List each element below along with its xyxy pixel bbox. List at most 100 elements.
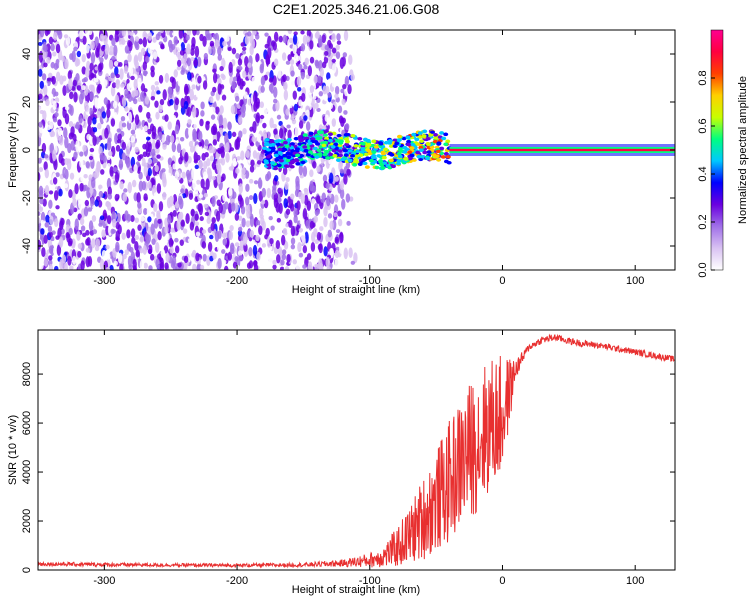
spectrogram-cell [303,76,308,87]
spectrogram-cell [237,250,243,257]
spectrogram-cell [289,160,295,165]
spectrogram-cell [309,56,315,64]
spectrogram-cell [288,97,294,109]
spectrogram-cell [410,142,416,147]
spectrogram-cell [443,159,449,164]
spectrogram-cell [64,136,69,149]
spectrogram-cell [294,126,299,139]
spectrogram-cell [383,147,389,152]
spectrogram-cell [77,193,83,205]
spectrogram-cell [127,93,133,102]
spectrogram-cell [294,147,300,151]
spectrogram-cell [145,136,151,141]
spectrogram-cell [330,145,336,149]
spectrogram-cell [48,263,54,270]
spectrogram-cell [58,236,64,248]
spectrogram-cell [433,133,439,137]
spectrogram-cell [79,217,85,226]
spectrogram-cell [228,166,234,171]
spectrogram-cell [290,70,295,77]
spectrogram-cell [145,73,151,86]
spectrogram-cell [170,260,176,269]
spectrogram-cell [260,170,266,181]
spectrogram-cell [282,34,288,44]
spectrogram-cell [326,92,332,98]
spectrogram-cell [157,218,162,224]
spectrogram-cell [257,177,263,189]
spectrogram-cell [199,216,204,222]
spectrogram-cell [273,197,279,209]
spectrogram-cell [285,158,291,163]
spectrogram-cell [159,257,164,269]
spectrogram-cell [87,207,93,212]
spectrogram-cell [321,104,327,113]
spectrogram-cell [114,193,119,202]
spectrogram-cell [282,166,288,175]
spectrogram-cell [206,167,212,176]
spectrogram-cell [151,148,156,157]
spectrogram-cell [439,131,445,135]
spectrogram-cell [133,163,138,174]
spectrogram-x-tick-label: -100 [359,275,381,287]
spectrogram-cell [55,71,61,82]
spectrogram-cell [73,46,78,52]
spectrogram-cell [134,241,139,251]
spectrogram-cell [231,202,236,212]
spectrogram-cell [124,106,129,112]
spectrogram-cell [39,259,44,270]
spectrogram-cell [41,247,46,258]
spectrogram-cell [240,42,245,47]
spectrogram-cell [288,197,294,209]
spectrogram-cell [110,118,116,127]
spectrogram-cell [119,68,124,80]
spectrogram-cell [78,114,83,124]
spectrogram-cell [91,176,96,189]
spectrogram-cell [290,116,295,121]
spectrogram-cell [139,259,145,270]
spectrogram-cell [302,34,308,45]
spectrogram-cell [265,154,271,159]
spectrogram-cell [276,163,282,168]
spectrogram-cell [308,131,314,136]
spectrogram-cell [227,46,232,52]
spectrogram-cell [49,215,54,226]
spectrogram-cell [251,76,256,84]
spectrogram-cell [245,150,250,158]
spectrogram-cell [162,64,168,74]
spectrogram-cell [40,228,45,235]
spectrogram-cell [167,214,172,225]
spectrogram-cell [54,91,59,97]
spectrogram-cell [71,189,76,201]
spectrogram-cell [47,92,53,98]
spectrogram-cell [277,151,283,155]
spectrogram-cell [276,254,281,264]
spectrogram-cell [53,218,59,228]
spectrogram-cell [199,118,204,127]
spectrogram-cell [303,115,308,121]
spectrogram-cell [243,91,248,100]
spectrogram-cell [269,237,274,245]
spectrogram-cell [339,188,345,200]
spectrogram-cell [147,248,153,255]
spectrogram-cell [316,148,322,153]
spectrogram-cell [212,68,217,73]
spectrogram-cell [86,124,92,137]
spectrogram-cell [348,54,353,66]
spectrogram-cell [139,235,145,243]
spectrogram-cell [298,164,304,176]
spectrogram-cell [155,141,160,149]
spectrogram-cell [370,155,376,160]
spectrogram-cell [43,44,48,53]
spectrogram-cell [263,142,269,147]
spectrogram-cell [264,138,270,142]
spectrogram-cell [260,85,265,93]
spectrogram-cell [142,143,147,150]
spectrogram-cell [195,231,201,237]
spectrogram-cell [83,206,89,217]
spectrogram-cell [150,253,155,261]
spectrogram-cell [88,155,94,161]
spectrogram-cell [272,259,277,266]
spectrogram-cell [262,122,267,129]
spectrogram-cell [284,266,290,270]
spectrogram-cell [152,36,157,43]
